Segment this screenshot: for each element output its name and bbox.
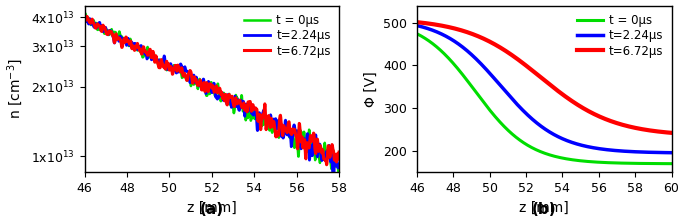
t=6.72μs — [323, 163, 331, 166]
Legend: t = 0μs, t=2.24μs, t=6.72μs: t = 0μs, t=2.24μs, t=6.72μs — [242, 11, 333, 60]
t = 0μs — [228, 98, 236, 100]
t=2.24μs — [583, 145, 591, 148]
Line: t=2.24μs: t=2.24μs — [417, 26, 671, 153]
t=2.24μs — [478, 64, 486, 67]
t=6.72μs — [667, 131, 675, 134]
Line: t = 0μs: t = 0μs — [417, 34, 671, 164]
t=2.24μs — [528, 118, 536, 120]
t=6.72μs — [413, 21, 421, 24]
t=6.72μs — [97, 28, 105, 30]
t=2.24μs — [604, 149, 612, 151]
t = 0μs — [478, 99, 486, 102]
t = 0μs — [96, 29, 104, 31]
t=2.24μs — [458, 45, 466, 48]
t=2.24μs — [80, 15, 88, 18]
t=6.72μs — [528, 69, 536, 72]
t = 0μs — [583, 160, 591, 163]
t=2.24μs — [563, 139, 571, 142]
t=6.72μs — [563, 96, 571, 99]
t=2.24μs — [96, 23, 104, 26]
X-axis label: z [mm]: z [mm] — [187, 201, 236, 215]
Line: t = 0μs: t = 0μs — [84, 13, 339, 174]
t=6.72μs — [274, 134, 282, 137]
t=2.24μs — [335, 163, 343, 166]
t=6.72μs — [458, 29, 466, 32]
Line: t=6.72μs: t=6.72μs — [417, 22, 671, 133]
X-axis label: z [mm]: z [mm] — [519, 201, 569, 215]
t=2.24μs — [235, 109, 243, 112]
t=6.72μs — [583, 109, 591, 112]
t = 0μs — [458, 73, 466, 75]
t = 0μs — [335, 173, 343, 176]
Line: t=6.72μs: t=6.72μs — [84, 16, 339, 165]
t = 0μs — [667, 162, 675, 165]
t = 0μs — [563, 157, 571, 160]
t=6.72μs — [229, 99, 237, 101]
t = 0μs — [299, 134, 308, 137]
t = 0μs — [413, 32, 421, 35]
t=2.24μs — [299, 137, 308, 140]
t = 0μs — [235, 106, 243, 108]
t = 0μs — [604, 161, 612, 164]
Y-axis label: Φ [V]: Φ [V] — [364, 71, 377, 107]
t=6.72μs — [83, 15, 91, 18]
t=6.72μs — [604, 119, 612, 122]
Text: (a): (a) — [200, 202, 224, 217]
t=2.24μs — [242, 106, 251, 108]
t=6.72μs — [243, 110, 251, 113]
t=2.24μs — [413, 24, 421, 27]
t = 0μs — [273, 134, 282, 137]
Text: (b): (b) — [532, 202, 557, 217]
t=6.72μs — [235, 99, 243, 102]
t = 0μs — [528, 146, 536, 149]
t = 0μs — [80, 12, 88, 15]
t=6.72μs — [300, 140, 308, 143]
Line: t=2.24μs: t=2.24μs — [84, 17, 339, 182]
t=2.24μs — [329, 180, 338, 183]
t = 0μs — [242, 106, 251, 109]
t=2.24μs — [228, 104, 236, 107]
t=6.72μs — [335, 151, 343, 153]
Legend: t = 0μs, t=2.24μs, t=6.72μs: t = 0μs, t=2.24μs, t=6.72μs — [575, 11, 666, 60]
t=6.72μs — [478, 37, 486, 39]
t=6.72μs — [80, 19, 88, 22]
t=2.24μs — [273, 126, 282, 129]
t=2.24μs — [667, 151, 675, 154]
Y-axis label: n [cm$^{-3}$]: n [cm$^{-3}$] — [5, 58, 25, 119]
